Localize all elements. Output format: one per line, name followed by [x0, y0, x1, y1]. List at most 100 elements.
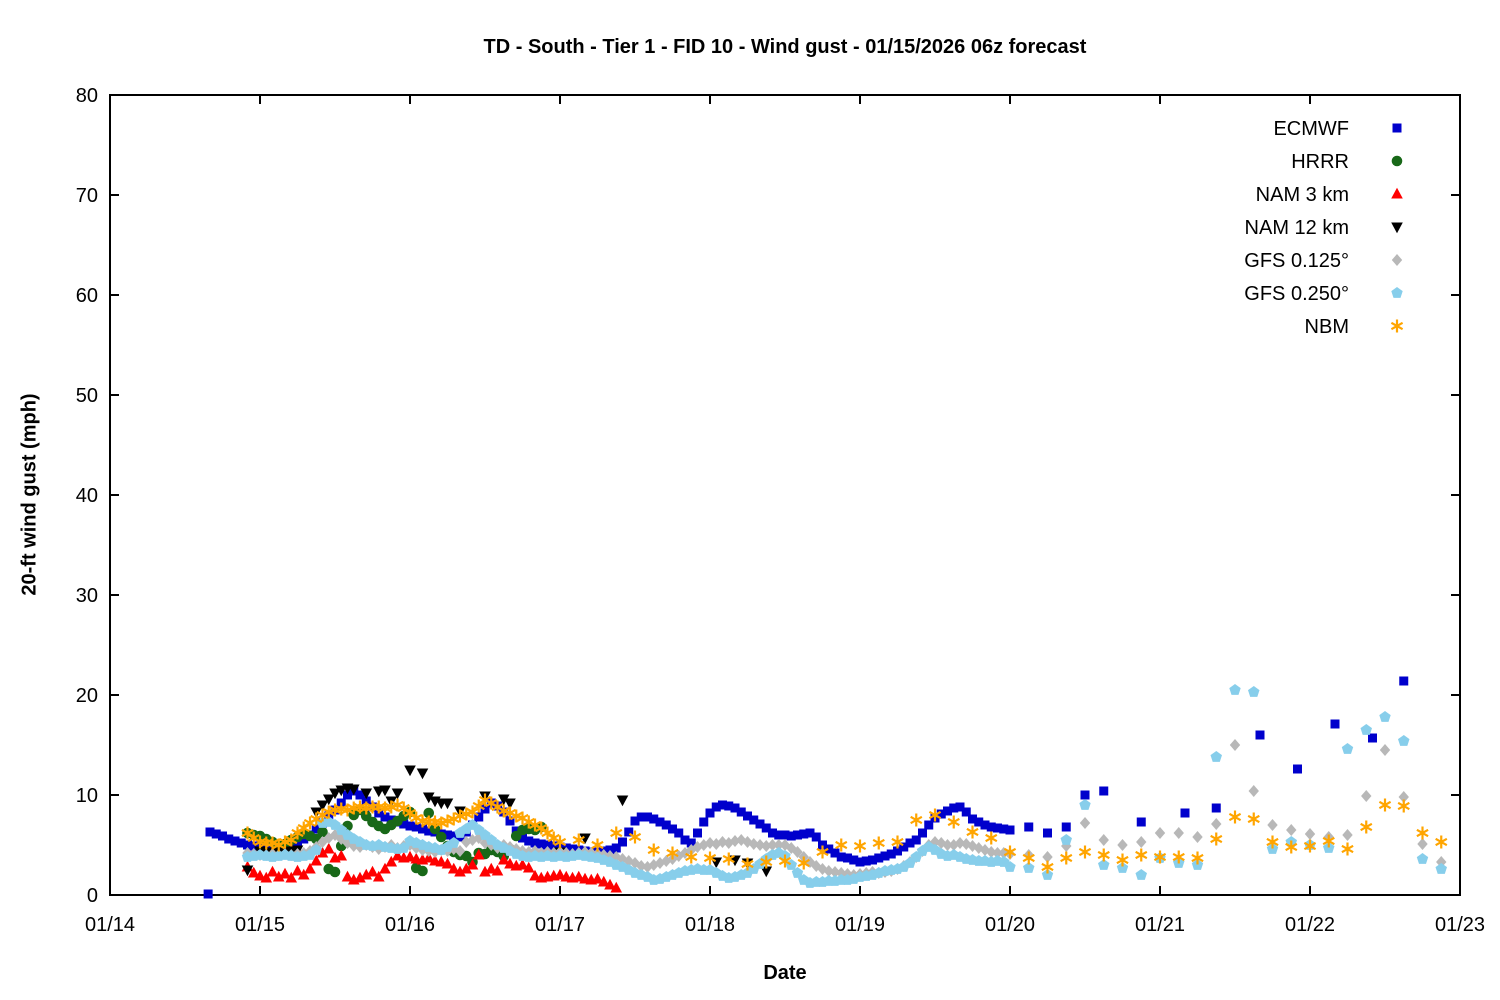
triangle-down-marker — [335, 785, 348, 797]
square-marker — [943, 806, 952, 816]
square-marker — [993, 823, 1002, 833]
legend-item-hrrr: HRRR — [1291, 151, 1403, 173]
asterisk-marker — [666, 846, 679, 860]
triangle-up-marker — [597, 875, 610, 887]
square-marker — [980, 820, 990, 830]
square-marker — [686, 838, 696, 848]
diamond-marker — [1079, 817, 1091, 829]
asterisk-marker — [891, 835, 904, 849]
asterisk-marker — [628, 830, 642, 844]
asterisk-marker — [397, 801, 410, 815]
triangle-up-marker — [379, 862, 391, 874]
square-marker — [861, 856, 871, 866]
diamond-marker — [1379, 744, 1391, 756]
asterisk-marker — [1247, 812, 1260, 826]
square-marker — [868, 855, 877, 865]
pentagon-marker — [1023, 862, 1035, 873]
triangle-down-marker — [316, 800, 329, 812]
triangle-up-marker — [266, 865, 279, 877]
asterisk-marker — [1228, 810, 1242, 824]
asterisk-marker — [778, 854, 792, 868]
circle-marker — [329, 866, 341, 878]
triangle-up-marker — [441, 857, 454, 869]
square-marker — [611, 843, 621, 853]
asterisk-marker — [1360, 820, 1373, 834]
asterisk-marker — [1378, 798, 1392, 812]
triangle-up-marker — [504, 857, 516, 869]
x-tick-label: 01/18 — [685, 914, 735, 936]
square-marker — [1136, 817, 1146, 827]
pentagon-marker — [1135, 869, 1147, 880]
y-tick-label: 80 — [76, 85, 98, 107]
square-marker — [1043, 828, 1052, 838]
square-marker — [411, 822, 421, 832]
square-marker — [1255, 730, 1265, 740]
triangle-up-marker — [591, 872, 604, 884]
asterisk-marker — [1022, 851, 1035, 865]
legend-item-gfs-0-125-: GFS 0.125° — [1244, 250, 1403, 272]
square-marker — [505, 816, 515, 826]
square-marker — [886, 849, 896, 859]
x-tick-label: 01/14 — [85, 914, 135, 936]
square-marker — [711, 802, 721, 812]
triangle-up-marker — [435, 855, 448, 867]
asterisk-marker — [1191, 851, 1204, 865]
triangle-down-marker — [360, 788, 373, 800]
square-marker — [1399, 676, 1409, 686]
square-marker — [755, 819, 765, 829]
diamond-marker — [754, 839, 766, 851]
x-axis-label: Date — [763, 962, 807, 984]
square-marker — [655, 817, 665, 827]
series-nbm — [241, 793, 1448, 874]
asterisk-marker — [722, 852, 735, 866]
asterisk-marker — [685, 850, 698, 864]
square-marker — [730, 803, 740, 813]
asterisk-marker — [1097, 848, 1110, 862]
x-tick-label: 01/19 — [835, 914, 885, 936]
triangle-down-marker — [616, 795, 629, 807]
asterisk-marker — [541, 826, 554, 840]
legend-item-nam-3-km: NAM 3 km — [1256, 184, 1403, 206]
square-marker — [218, 831, 227, 841]
y-tick-label: 0 — [87, 885, 98, 907]
asterisk-marker — [460, 807, 473, 821]
square-marker — [1211, 803, 1221, 813]
square-marker — [211, 829, 221, 839]
circle-marker — [429, 823, 441, 835]
triangle-up-marker — [422, 851, 435, 863]
diamond-marker — [1248, 785, 1259, 797]
square-marker — [918, 828, 927, 838]
square-marker — [311, 824, 321, 834]
legend-label: NBM — [1305, 316, 1349, 338]
square-marker — [361, 796, 371, 806]
circle-marker — [435, 831, 447, 843]
diamond-marker — [1286, 824, 1297, 836]
pentagon-marker — [1398, 735, 1410, 746]
square-marker — [549, 841, 559, 851]
square-marker — [874, 853, 884, 863]
legend-label: GFS 0.250° — [1244, 283, 1349, 305]
asterisk-marker — [1210, 832, 1223, 846]
triangle-up-marker — [529, 869, 541, 881]
diamond-marker — [823, 865, 834, 877]
asterisk-marker — [572, 833, 585, 847]
diamond-marker — [1211, 818, 1222, 830]
asterisk-marker — [1390, 319, 1404, 333]
pentagon-marker — [1435, 863, 1447, 874]
legend-item-gfs-0-250-: GFS 0.250° — [1244, 283, 1403, 305]
diamond-marker — [1342, 829, 1353, 841]
diamond-marker — [773, 839, 784, 851]
diamond-marker — [717, 836, 728, 848]
triangle-down-marker — [497, 794, 510, 806]
triangle-down-marker — [416, 768, 429, 780]
triangle-up-marker — [341, 870, 354, 882]
square-marker — [224, 834, 234, 844]
square-marker — [661, 820, 671, 830]
asterisk-marker — [1116, 853, 1129, 867]
pentagon-marker — [310, 844, 322, 855]
asterisk-marker — [291, 826, 304, 840]
x-tick-label: 01/21 — [1135, 914, 1185, 936]
square-marker — [1330, 719, 1340, 729]
triangle-up-marker — [247, 866, 260, 878]
